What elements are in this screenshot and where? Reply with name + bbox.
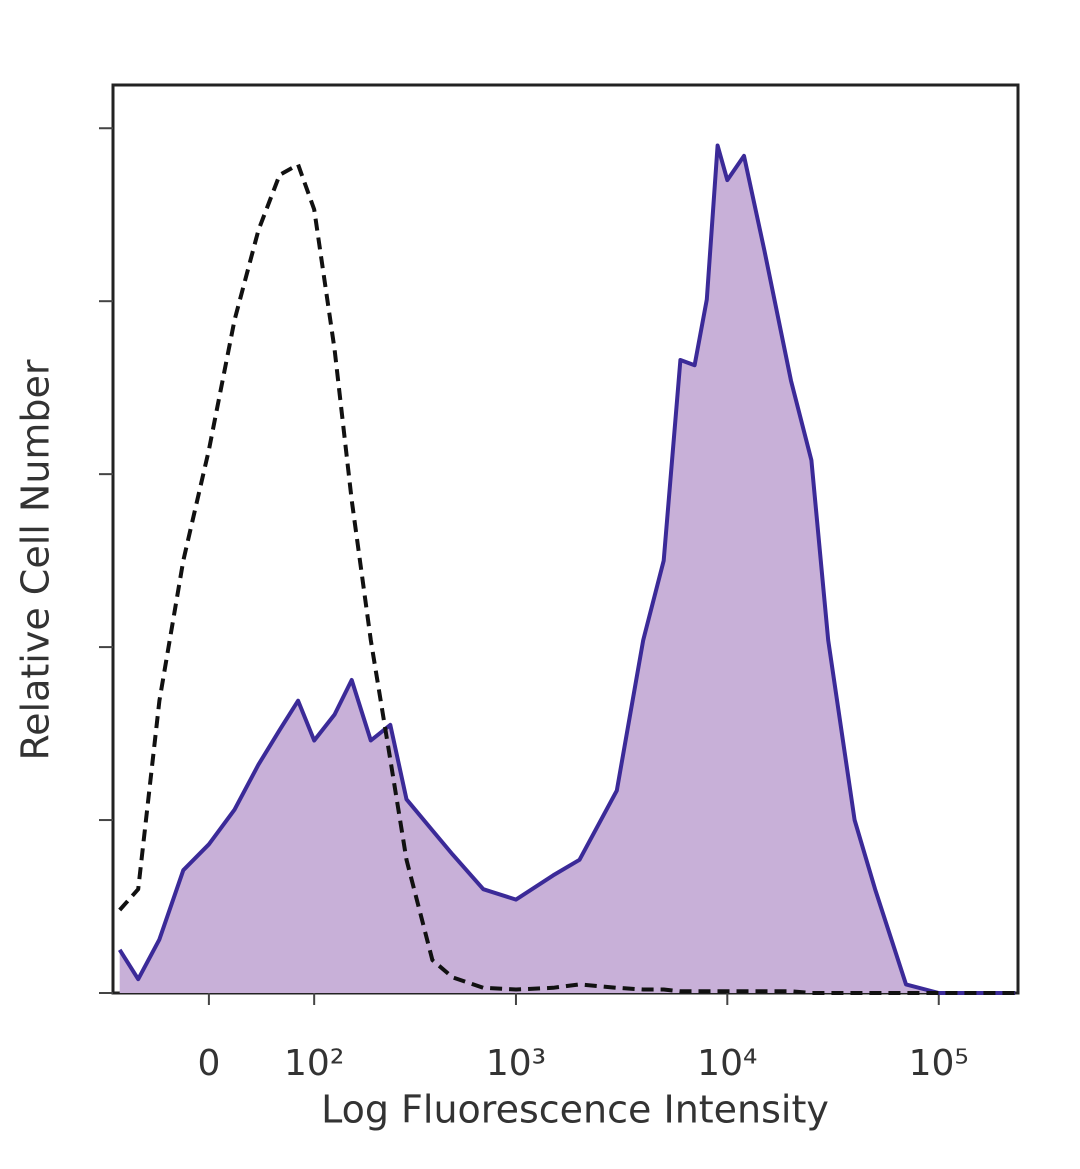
area-fill <box>119 145 1016 993</box>
x-axis-label: Log Fluorescence Intensity <box>321 1088 829 1132</box>
x-tick-label: 10⁴ <box>697 1043 757 1084</box>
dashed-line <box>118 162 1016 995</box>
y-axis-label: Relative Cell Number <box>14 359 58 760</box>
x-tick-label: 0 <box>197 1043 220 1084</box>
x-tick-label: 10⁵ <box>909 1043 969 1084</box>
line <box>118 143 1016 995</box>
x-tick-label: 10² <box>284 1043 344 1084</box>
x-tick-label: 10³ <box>486 1043 546 1084</box>
